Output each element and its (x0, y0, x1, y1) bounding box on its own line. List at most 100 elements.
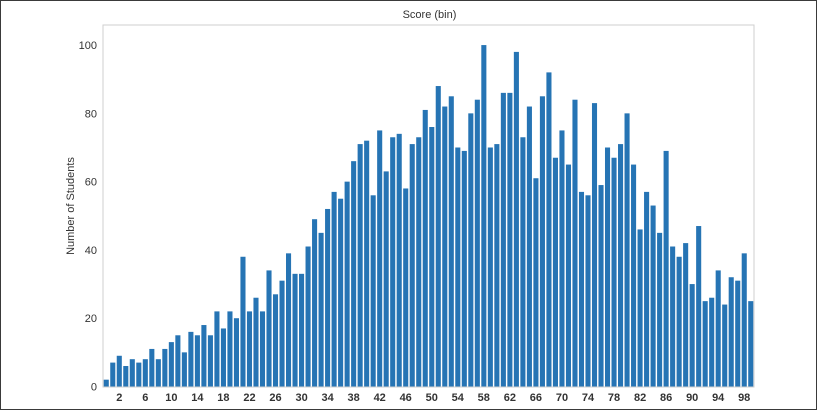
bar-41 (370, 195, 376, 387)
bar-58 (481, 45, 487, 387)
bar-69 (552, 157, 558, 387)
x-tick-label: 70 (556, 392, 568, 404)
bar-99 (748, 301, 754, 387)
bar-68 (546, 72, 552, 387)
bar-32 (312, 219, 318, 387)
bar-96 (728, 277, 734, 387)
y-tick-label: 20 (85, 313, 97, 325)
bar-73 (578, 191, 585, 387)
bar-92 (702, 301, 708, 387)
bar-27 (279, 280, 285, 387)
bar-31 (305, 246, 311, 387)
bar-9 (162, 348, 168, 387)
bar-81 (631, 164, 637, 387)
x-tick-label: 54 (452, 392, 465, 404)
bar-3 (123, 366, 129, 387)
bar-6 (142, 359, 148, 387)
bar-20 (233, 318, 239, 387)
bar-18 (220, 328, 226, 387)
bar-21 (240, 256, 246, 387)
x-tick-label: 62 (504, 392, 516, 404)
x-tick-label: 38 (347, 392, 359, 404)
bar-48 (416, 137, 422, 387)
bar-46 (403, 188, 409, 387)
bar-70 (559, 130, 565, 387)
bar-57 (474, 99, 480, 387)
bar-67 (539, 96, 545, 387)
x-tick-label: 98 (738, 392, 750, 404)
bar-24 (259, 311, 266, 387)
bar-2 (116, 355, 122, 387)
bar-93 (709, 297, 715, 387)
bar-39 (357, 144, 363, 387)
bar-40 (364, 140, 370, 387)
x-tick-label: 26 (269, 392, 281, 404)
y-tick-label: 100 (79, 40, 97, 52)
bar-8 (155, 359, 161, 387)
x-tick-label: 2 (116, 392, 122, 404)
bar-19 (227, 311, 233, 387)
bar-66 (533, 178, 539, 387)
bar-12 (181, 352, 187, 387)
bar-88 (676, 256, 682, 387)
bar-0 (103, 379, 109, 387)
bar-84 (650, 205, 656, 387)
chart-title: Score (bin) (402, 9, 457, 21)
bar-44 (390, 137, 396, 387)
bar-71 (565, 164, 572, 387)
bar-23 (253, 297, 259, 387)
x-tick-label: 46 (400, 392, 412, 404)
bar-36 (338, 198, 344, 387)
x-tick-label: 50 (426, 392, 438, 404)
x-tick-label: 14 (191, 392, 204, 404)
bar-61 (500, 92, 506, 387)
y-tick-label: 40 (85, 245, 97, 257)
x-tick-label: 94 (712, 392, 725, 404)
x-tick-label: 90 (686, 392, 698, 404)
bar-14 (194, 335, 200, 387)
bar-25 (266, 270, 272, 387)
x-tick-label: 6 (142, 392, 148, 404)
bar-43 (383, 171, 389, 387)
bar-98 (741, 253, 747, 387)
bar-4 (129, 359, 135, 387)
x-tick-label: 58 (478, 392, 490, 404)
bar-15 (201, 325, 207, 387)
y-tick-label: 60 (85, 177, 97, 189)
x-tick-label: 82 (634, 392, 646, 404)
bar-42 (377, 130, 383, 387)
bar-17 (214, 311, 220, 387)
x-tick-label: 22 (243, 392, 255, 404)
x-tick-label: 78 (608, 392, 620, 404)
bar-7 (149, 348, 155, 387)
x-tick-label: 18 (217, 392, 229, 404)
bar-59 (487, 147, 493, 387)
bar-33 (318, 232, 324, 387)
bar-60 (494, 144, 500, 387)
plot-area (102, 24, 755, 388)
bar-72 (572, 99, 578, 387)
x-tick-label: 86 (660, 392, 672, 404)
bar-29 (292, 273, 298, 387)
bar-63 (513, 51, 519, 387)
x-tick-label: 30 (295, 392, 307, 404)
bar-94 (715, 270, 721, 387)
bar-54 (455, 147, 461, 387)
bar-55 (461, 150, 467, 387)
bar-49 (422, 109, 428, 387)
bar-90 (689, 284, 695, 387)
x-tick-label: 66 (530, 392, 542, 404)
bar-13 (188, 331, 194, 387)
bar-30 (299, 273, 305, 387)
bar-86 (663, 150, 669, 387)
bar-34 (325, 208, 331, 387)
bar-37 (344, 181, 350, 387)
bar-82 (637, 229, 643, 387)
bar-85 (657, 232, 663, 387)
x-tick-label: 10 (165, 392, 177, 404)
x-axis: 2 6 10 14 18 22 26 30 34 38 42 46 50 54 58 62 66 70 74 78 82… (116, 392, 750, 404)
bar-78 (611, 157, 617, 387)
bar-64 (520, 137, 526, 387)
bar-26 (272, 294, 279, 387)
